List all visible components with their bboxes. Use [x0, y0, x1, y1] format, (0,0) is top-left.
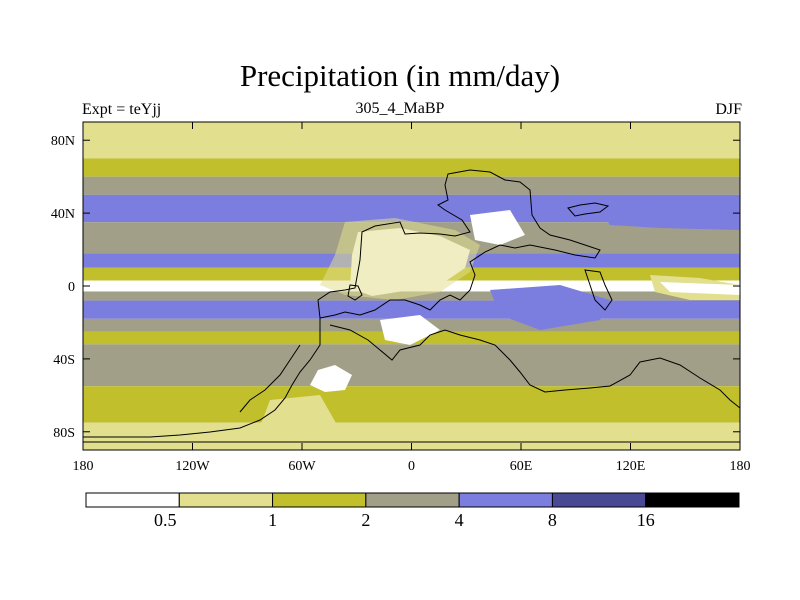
precip-band-2 — [83, 176, 740, 195]
region-south-yellow — [255, 395, 340, 445]
region-southern-wet — [310, 365, 352, 392]
colorbar-swatch — [645, 492, 740, 508]
region-south-white — [380, 315, 440, 345]
y-tick-label: 40N — [51, 207, 75, 222]
x-tick-label: 0 — [408, 459, 415, 474]
chart-title: Precipitation (in mm/day) — [239, 58, 561, 93]
x-tick-label: 120W — [175, 459, 210, 474]
colorbar-swatch — [272, 492, 367, 508]
precip-band-14 — [83, 386, 740, 423]
colorbar — [85, 492, 740, 508]
period-label: 305_4_MaBP — [355, 100, 445, 117]
colorbar-swatch — [551, 492, 647, 508]
colorbar-label: 2 — [361, 510, 370, 530]
x-tick-label: 120E — [616, 459, 646, 474]
x-tick-label: 60E — [510, 459, 533, 474]
region-north-blue — [600, 205, 740, 230]
y-tick-label: 80S — [53, 426, 75, 441]
colorbar-swatch — [85, 492, 180, 508]
colorbar-label: 16 — [637, 510, 655, 530]
region-east-white — [660, 282, 740, 295]
x-tick-label: 180 — [730, 459, 751, 474]
region-north-white — [470, 210, 525, 245]
colorbar-swatch — [458, 492, 553, 508]
precip-band-1 — [83, 158, 740, 177]
y-tick-label: 40S — [53, 353, 75, 368]
experiment-label: Expt = teYjj — [82, 101, 162, 118]
colorbar-label: 0.5 — [154, 510, 177, 530]
x-tick-label: 180 — [73, 459, 94, 474]
region-africa-yellow — [320, 218, 480, 300]
season-label: DJF — [715, 101, 742, 118]
colorbar-swatch — [365, 492, 460, 508]
x-tick-label: 60W — [288, 459, 316, 474]
coastline — [83, 169, 740, 443]
y-tick-label: 80N — [51, 134, 75, 149]
colorbar-label: 8 — [548, 510, 557, 530]
colorbar-swatch — [178, 492, 274, 508]
precip-band-13 — [83, 344, 740, 387]
y-tick-label: 0 — [68, 280, 75, 295]
colorbar-label: 4 — [455, 510, 464, 530]
region-asia-wet — [490, 285, 610, 330]
colorbar-label: 1 — [268, 510, 277, 530]
